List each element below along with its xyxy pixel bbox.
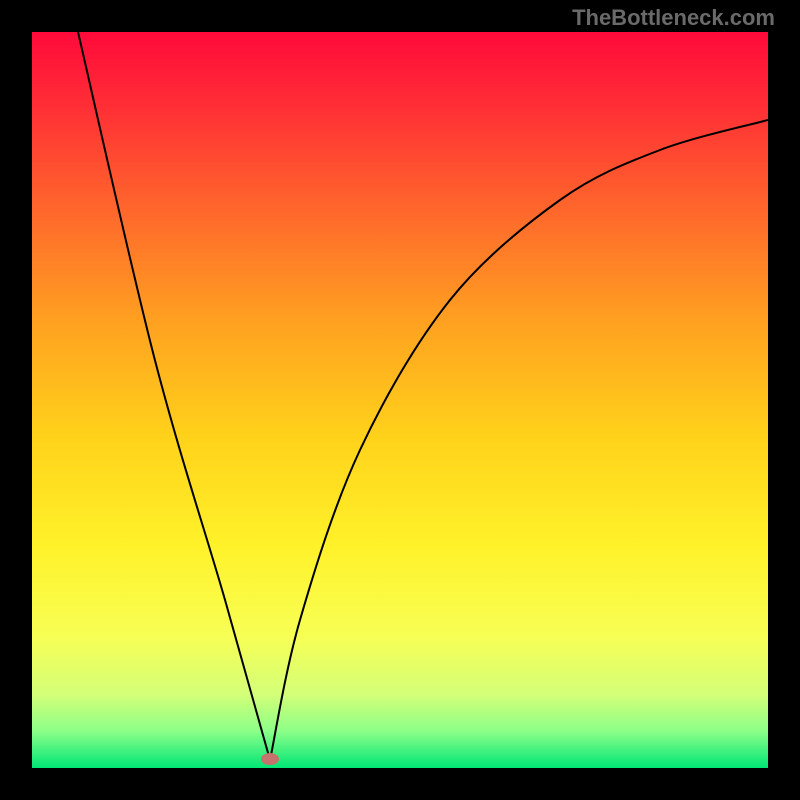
plot-gradient-background (32, 32, 768, 768)
chart-container: TheBottleneck.com (0, 0, 800, 800)
watermark-text: TheBottleneck.com (572, 5, 775, 31)
